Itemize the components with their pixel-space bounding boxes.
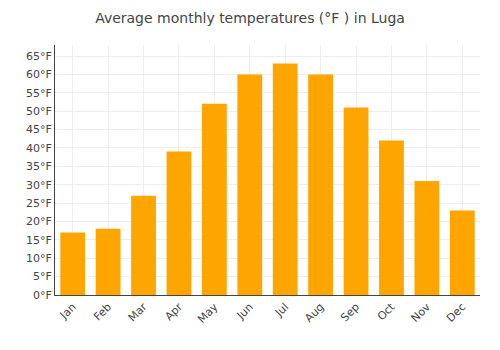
svg-text:Mar: Mar xyxy=(126,300,150,324)
svg-text:5°F: 5°F xyxy=(33,270,52,283)
svg-text:Feb: Feb xyxy=(91,301,114,324)
svg-text:60°F: 60°F xyxy=(26,68,52,81)
svg-text:Aug: Aug xyxy=(302,301,326,325)
svg-text:20°F: 20°F xyxy=(26,215,52,228)
svg-text:25°F: 25°F xyxy=(26,197,52,210)
svg-text:Nov: Nov xyxy=(409,300,434,325)
svg-text:15°F: 15°F xyxy=(26,234,52,247)
svg-text:May: May xyxy=(195,300,221,326)
svg-text:Average monthly temperatures (: Average monthly temperatures (°F ) in Lu… xyxy=(95,10,405,26)
svg-text:0°F: 0°F xyxy=(33,289,52,302)
svg-text:50°F: 50°F xyxy=(26,105,52,118)
svg-text:45°F: 45°F xyxy=(26,123,52,136)
svg-text:10°F: 10°F xyxy=(26,252,52,265)
svg-text:Jun: Jun xyxy=(234,300,256,322)
svg-text:35°F: 35°F xyxy=(26,160,52,173)
svg-text:Oct: Oct xyxy=(375,300,398,323)
svg-text:30°F: 30°F xyxy=(26,179,52,192)
svg-text:55°F: 55°F xyxy=(26,87,52,100)
svg-text:Jul: Jul xyxy=(272,301,291,320)
svg-text:40°F: 40°F xyxy=(26,142,52,155)
svg-text:Apr: Apr xyxy=(162,300,185,323)
svg-text:Sep: Sep xyxy=(338,301,362,325)
svg-text:Dec: Dec xyxy=(444,301,468,325)
svg-text:Jan: Jan xyxy=(57,301,79,323)
svg-text:65°F: 65°F xyxy=(26,50,52,63)
